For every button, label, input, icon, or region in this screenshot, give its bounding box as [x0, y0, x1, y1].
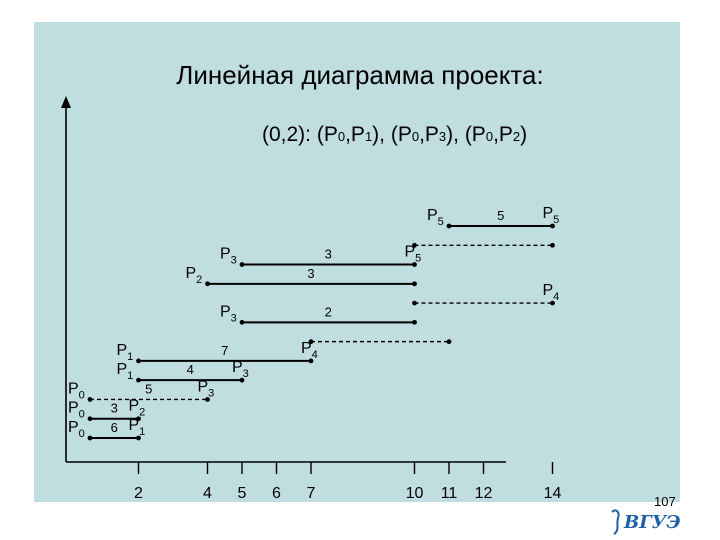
weight-label: 3: [307, 266, 314, 281]
end-label: P3: [198, 378, 215, 399]
end-node: [308, 358, 314, 364]
weight-label: 7: [221, 343, 228, 358]
weight-label: 2: [325, 304, 332, 319]
x-tick-label: 12: [475, 485, 493, 502]
row-label: P2: [186, 265, 203, 286]
x-tick-label: 4: [203, 485, 212, 502]
start-node: [87, 416, 93, 422]
logo-text: ВГУЭС: [623, 512, 680, 533]
start-node: [87, 397, 93, 402]
start-node: [239, 262, 245, 267]
weight-label: 3: [325, 247, 332, 262]
start-node: [412, 242, 417, 248]
row-label: P0: [68, 419, 85, 440]
row-label: P5: [427, 207, 444, 228]
weight-label: 6: [111, 420, 118, 435]
slide-title: Линейная диаграмма проекта:: [176, 60, 544, 90]
row-label: P0: [68, 400, 85, 421]
row-label: P3: [220, 246, 237, 267]
y-axis-arrow: [61, 96, 71, 108]
end-label: P2: [129, 398, 146, 419]
row-label: P3: [220, 303, 237, 324]
weight-label: 4: [187, 362, 194, 377]
end-node: [239, 377, 245, 383]
start-node: [239, 319, 245, 325]
end-label: P4: [543, 282, 560, 303]
end-label: P1: [129, 417, 146, 438]
diagram-rows: P5 5 P5 P3 3 P5 P2 3 P4 P3 2 P1 7 P4 P1 4 P3 P0 5 P3 P0 3 P2 P0…: [68, 205, 560, 441]
end-node: [550, 300, 555, 306]
x-tick-label: 11: [441, 485, 458, 502]
end-node: [136, 416, 141, 422]
end-node: [550, 242, 555, 248]
project-subtitle: (0,2): (P0,P1), (P0,P3), (P0,P2): [262, 123, 527, 147]
x-tick-label: 6: [272, 485, 281, 502]
start-node: [136, 358, 141, 364]
end-node: [412, 281, 417, 287]
end-node: [412, 319, 417, 325]
x-tick-label: 10: [406, 485, 424, 502]
weight-label: 5: [497, 208, 504, 223]
start-node: [412, 300, 417, 306]
end-label: P5: [405, 244, 422, 265]
weight-label: 5: [145, 381, 152, 396]
end-label: P5: [543, 205, 560, 226]
row-label: P1: [117, 361, 134, 382]
start-node: [205, 281, 210, 287]
end-node: [136, 435, 141, 441]
university-logo: ВГУЭС: [611, 509, 680, 535]
end-node: [205, 397, 210, 402]
row-label: P1: [117, 342, 134, 363]
x-ticks: 2 4 5 6 7 10 11 12 14: [134, 462, 562, 502]
start-node: [308, 339, 314, 345]
start-node: [136, 377, 141, 383]
subtitle-prefix: (0,2): (P0,P1), (P0,P3), (P0,P2): [262, 123, 528, 146]
end-node: [550, 223, 555, 229]
x-tick-label: 2: [134, 485, 143, 502]
x-tick-label: 7: [307, 485, 316, 502]
row-label: P0: [68, 380, 85, 401]
start-node: [446, 223, 452, 229]
weight-label: 3: [111, 401, 118, 416]
slide-background: [34, 22, 680, 502]
x-tick-label: 14: [544, 485, 562, 502]
end-label: P4: [301, 340, 318, 361]
page-number: 107: [654, 494, 676, 509]
end-label: P3: [232, 359, 249, 380]
start-node: [87, 435, 93, 441]
x-tick-label: 5: [238, 485, 247, 502]
end-node: [412, 262, 417, 267]
end-node: [446, 339, 452, 345]
